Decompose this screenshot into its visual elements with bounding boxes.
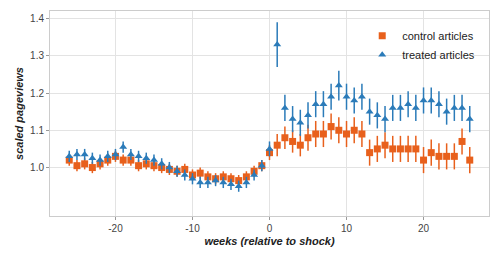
svg-text:1.3: 1.3	[30, 50, 44, 61]
svg-text:0: 0	[267, 223, 273, 234]
svg-text:20: 20	[418, 223, 430, 234]
svg-text:1.2: 1.2	[30, 88, 44, 99]
svg-text:1.4: 1.4	[30, 13, 44, 24]
svg-text:control articles: control articles	[402, 30, 473, 42]
svg-text:scaled pageviews: scaled pageviews	[13, 67, 25, 160]
svg-text:treated articles: treated articles	[402, 49, 475, 61]
svg-text:weeks (relative to shock): weeks (relative to shock)	[204, 235, 335, 247]
svg-text:-10: -10	[185, 223, 200, 234]
svg-text:1.0: 1.0	[30, 162, 44, 173]
svg-text:-20: -20	[108, 223, 123, 234]
svg-text:10: 10	[341, 223, 353, 234]
svg-text:1.1: 1.1	[30, 125, 44, 136]
